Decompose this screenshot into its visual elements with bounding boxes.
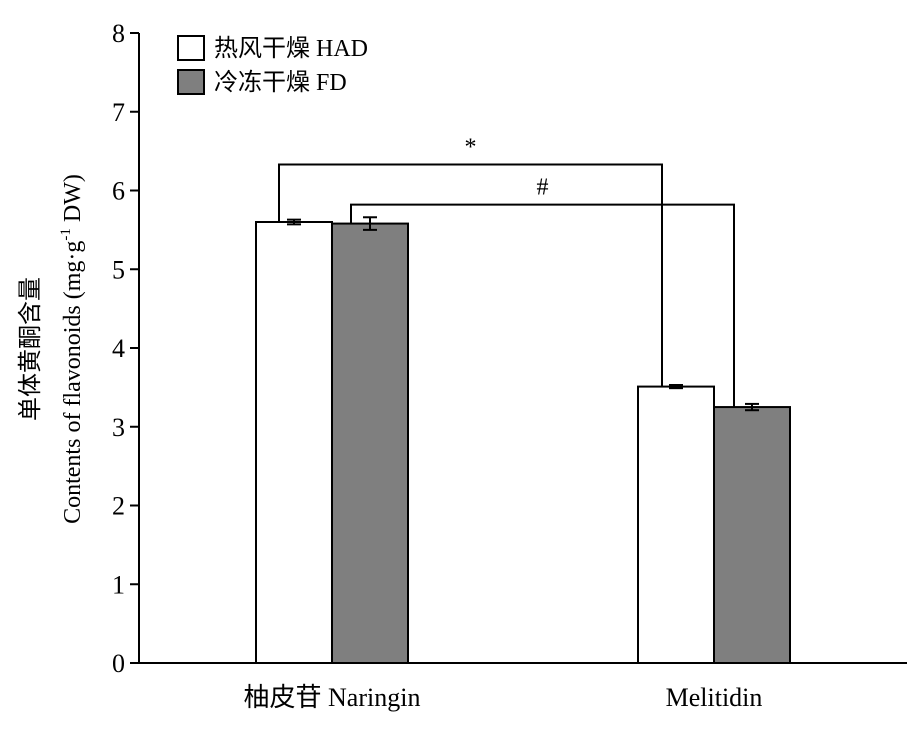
significance-bracket (350, 203, 735, 408)
legend-swatch-had (177, 35, 205, 61)
y-tick-label: 6 (112, 177, 125, 206)
y-tick-label: 7 (112, 98, 125, 127)
legend-swatch-fd (177, 69, 205, 95)
y-tick-label: 1 (112, 570, 125, 599)
y-tick-label: 2 (112, 492, 125, 521)
error-bars (287, 216, 759, 412)
y-axis-title-cn: 单体黄酮含量 (17, 277, 44, 421)
legend: 热风干燥 HAD 冷冻干燥 FD (177, 35, 368, 96)
legend-label-had: 热风干燥 HAD (214, 35, 368, 62)
x-category-label: 柚皮苷 Naringin (244, 683, 421, 712)
y-axis-title-sup: -1 (58, 228, 74, 241)
significance-marker: * (465, 135, 477, 161)
legend-label-fd: 冷冻干燥 FD (214, 69, 347, 96)
bar-fd-naringin (331, 222, 409, 664)
x-category-label: Melitidin (666, 683, 763, 712)
y-tick-label: 4 (112, 334, 125, 363)
y-tick-label: 3 (112, 413, 125, 442)
x-axis-category-labels: 柚皮苷 Naringin Melitidin (244, 683, 763, 712)
significance-brackets: *# (278, 135, 735, 408)
bar-had-melitidin (637, 385, 715, 664)
y-tick-label: 8 (112, 19, 125, 48)
bar-had-naringin (255, 221, 333, 664)
y-axis-title-main: Contents of flavonoids (mg·g (60, 241, 86, 524)
y-axis-ticks: 0 1 2 3 4 5 6 7 8 (112, 19, 139, 678)
y-axis-title-end: DW) (60, 174, 86, 228)
significance-marker: # (537, 175, 549, 201)
y-axis-title-en: Contents of flavonoids (mg·g-1 DW) (58, 174, 86, 524)
bar-series (255, 221, 791, 664)
bar-fd-melitidin (713, 406, 791, 664)
y-tick-label: 0 (112, 649, 125, 678)
y-tick-label: 5 (112, 255, 125, 284)
significance-bracket (278, 163, 663, 387)
